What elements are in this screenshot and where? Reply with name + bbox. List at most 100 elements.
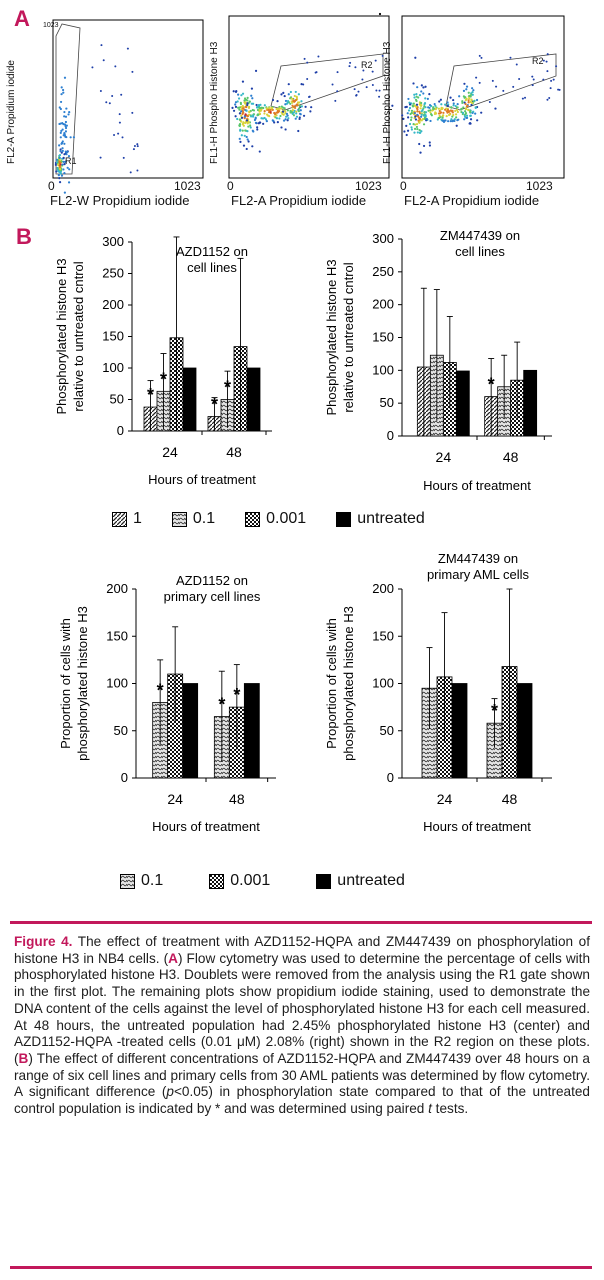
flow-event (488, 100, 491, 103)
x-axis-label: Hours of treatment (152, 819, 260, 834)
flow-event (310, 106, 313, 109)
flow-event (245, 121, 248, 124)
flow-event (308, 95, 311, 98)
flow-event (118, 121, 121, 124)
flow-event (241, 112, 244, 116)
flow-event (429, 111, 432, 114)
flow-plot-2-ylabel: FL1-H Phospho Histone H3 (209, 41, 220, 164)
bar (182, 367, 197, 432)
flow-plot-1: FL2-A Propidium iodide 1023 R1 0 1023 FL… (6, 14, 210, 210)
flow-event (259, 121, 262, 124)
flow-event (282, 91, 285, 94)
flow-event (439, 111, 443, 114)
flow-event (118, 113, 121, 116)
flow-event (423, 105, 426, 108)
flow-event (413, 131, 416, 134)
flow-event (242, 121, 245, 124)
flow-event (64, 126, 68, 130)
chart-title: ZM447439 on (438, 551, 518, 566)
flow-event (465, 116, 469, 119)
flow-event (391, 104, 394, 107)
legend-label-untreated: untreated (357, 510, 425, 527)
flow-event (243, 115, 247, 118)
flow-event (275, 107, 278, 111)
flow-event (378, 89, 381, 92)
y-axis-label: relative to untreated cntrol (341, 262, 356, 412)
flow-event (448, 113, 452, 116)
flow-event (455, 124, 458, 127)
flow-event (461, 111, 465, 114)
flow-event (136, 145, 139, 148)
flow-event (421, 108, 424, 111)
flow-event (241, 92, 245, 95)
flow-event (245, 109, 248, 112)
flow-event (295, 110, 298, 113)
flow-event (299, 109, 302, 112)
flow-event (416, 127, 419, 131)
flow-event (91, 66, 94, 69)
flow-event (406, 112, 409, 115)
flow-event (408, 106, 412, 110)
flow-event (290, 100, 293, 103)
y-tick-label: 50 (110, 392, 124, 407)
flow-event (413, 127, 417, 130)
flow-event (265, 107, 268, 110)
flow-event (436, 118, 439, 121)
flow-event (62, 168, 65, 171)
flow-event (467, 109, 470, 112)
flow-event (268, 109, 272, 112)
flow-event (245, 147, 248, 151)
y-axis-label: Phosphorylated histone H3 (324, 259, 339, 415)
flow-event (458, 95, 461, 98)
caption-text-3: ) The effect of different concentrations… (14, 1050, 590, 1100)
flow-event (248, 110, 251, 114)
flow-event (287, 117, 290, 120)
flow-event (432, 106, 435, 109)
y-tick-label: 50 (114, 723, 128, 738)
y-tick-label: 250 (372, 264, 394, 279)
flow-event (457, 118, 460, 121)
bar (523, 369, 538, 437)
x-tick-label: 48 (229, 791, 245, 807)
flow-event (251, 145, 254, 148)
flow-event (286, 109, 289, 112)
flow-event (424, 97, 427, 100)
bar (243, 683, 260, 779)
flow-event (276, 111, 279, 114)
flow-event (546, 98, 549, 101)
flow-event (280, 107, 283, 110)
flow-event (58, 154, 61, 157)
y-tick-label: 150 (372, 628, 394, 643)
flow-event (439, 98, 442, 101)
flow-event (410, 109, 414, 112)
x-tick-label: 48 (226, 444, 242, 460)
flow-event (59, 172, 62, 175)
y-tick-label: 200 (106, 581, 128, 596)
flow-event (548, 97, 551, 100)
flow-event (542, 59, 545, 62)
flow-event (263, 112, 266, 115)
flow-event (549, 87, 552, 90)
flow-event (440, 103, 443, 106)
flow-event (65, 107, 68, 110)
y-axis-label: Proportion of cells with (58, 618, 73, 749)
flow-event (412, 123, 415, 126)
flow-event (297, 129, 300, 133)
flow-event (286, 114, 289, 117)
flow-event (59, 107, 62, 111)
x-axis-label: Hours of treatment (148, 472, 256, 487)
flow-event (131, 70, 134, 73)
flow-event (282, 119, 286, 122)
flow-event (105, 101, 108, 104)
flow-event (402, 117, 405, 120)
flow-event (68, 168, 71, 171)
flow-event (59, 136, 62, 139)
legend2-label-0-1: 0.1 (141, 872, 164, 889)
flow-event (273, 121, 276, 124)
flow-event (441, 107, 444, 110)
flow-event (555, 65, 558, 68)
flow-event (480, 56, 483, 59)
flow-event (250, 102, 253, 105)
flow-event (292, 114, 296, 117)
flow-event (300, 100, 303, 103)
